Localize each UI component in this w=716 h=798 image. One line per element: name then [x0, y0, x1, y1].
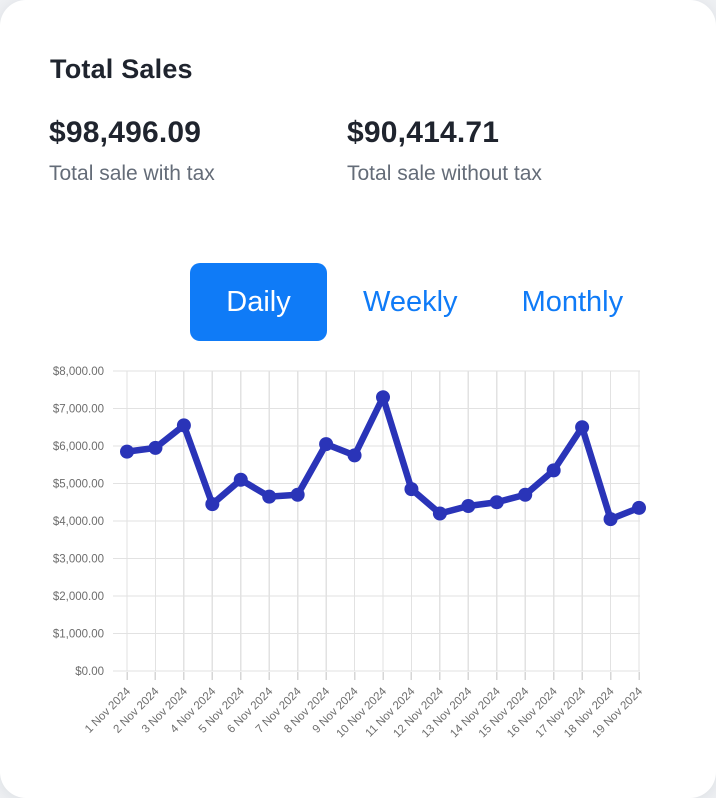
data-point: [319, 437, 334, 452]
data-point: [432, 506, 447, 521]
data-point: [347, 448, 362, 463]
sales-line-chart: $0.00 $1,000.00 $2,000.00 $3,000.00 $4,000.0…: [53, 366, 646, 740]
y-axis-tick-label: $5,000.00: [53, 479, 104, 491]
x-axis-tick-label: 19 Nov 2024: [591, 685, 646, 740]
tab-weekly[interactable]: Weekly: [363, 285, 458, 318]
data-point: [233, 472, 248, 487]
total-with-tax-value: $98,496.09: [49, 116, 202, 149]
y-axis-tick-label: $0.00: [75, 666, 104, 678]
data-point: [120, 444, 134, 459]
data-point: [176, 418, 191, 433]
data-point: [404, 482, 419, 497]
data-point: [461, 499, 476, 513]
tab-daily[interactable]: Daily: [190, 263, 327, 341]
data-point: [575, 420, 590, 435]
y-axis-tick-label: $7,000.00: [53, 404, 104, 416]
data-point: [546, 463, 561, 478]
y-axis-tick-label: $8,000.00: [53, 366, 104, 378]
data-point: [148, 440, 163, 455]
x-axis-tick-label-text: 19 Nov 2024: [591, 685, 646, 740]
data-point: [632, 500, 646, 515]
total-without-tax-value: $90,414.71: [347, 116, 500, 149]
data-point: [376, 390, 390, 405]
y-axis-tick-label: $6,000.00: [53, 441, 104, 453]
data-point: [489, 495, 504, 510]
total-with-tax-label: Total sale with tax: [49, 162, 215, 185]
stat-with-tax: $98,496.09 Total sale with tax: [49, 116, 215, 186]
data-point: [603, 512, 618, 527]
total-without-tax-label: Total sale without tax: [347, 162, 542, 185]
chart-area: $0.00 $1,000.00 $2,000.00 $3,000.00 $4,000.0…: [0, 355, 716, 798]
data-point: [262, 489, 277, 504]
y-axis-tick-label: $4,000.00: [53, 516, 104, 528]
y-axis-tick-label: $3,000.00: [53, 554, 104, 566]
stat-without-tax: $90,414.71 Total sale without tax: [347, 116, 542, 186]
tab-monthly[interactable]: Monthly: [521, 285, 624, 318]
period-tabs: Daily Weekly Monthly: [190, 263, 623, 341]
y-axis-tick-label: $2,000.00: [53, 591, 104, 603]
data-point: [205, 497, 220, 512]
data-point: [518, 487, 533, 502]
data-point: [290, 487, 305, 502]
page-title: Total Sales: [50, 54, 193, 84]
y-axis-tick-label: $1,000.00: [53, 629, 104, 641]
